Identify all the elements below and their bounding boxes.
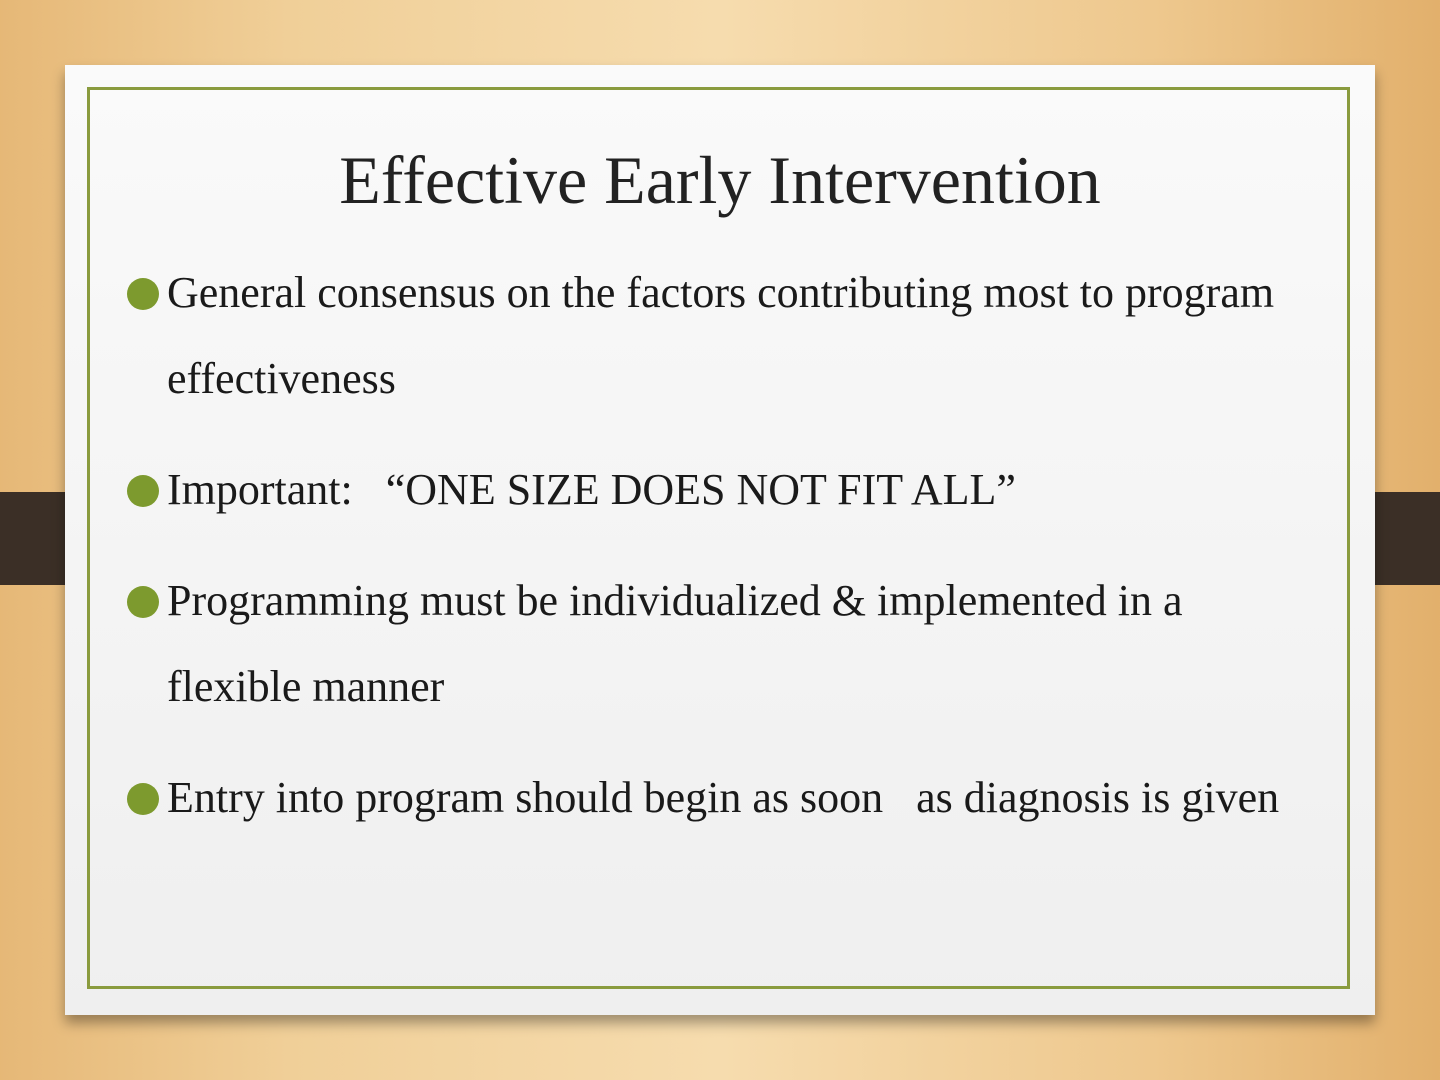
- bullet-text: Important: “ONE SIZE DOES NOT FIT ALL”: [167, 465, 1016, 514]
- bullet-dot: [127, 783, 159, 815]
- bullet-item: Important: “ONE SIZE DOES NOT FIT ALL”: [127, 447, 1292, 533]
- slide-title: Effective Early Intervention: [339, 142, 1101, 218]
- bullet-list: General consensus on the factors contrib…: [127, 250, 1292, 866]
- frame: [87, 87, 1350, 989]
- bullet-text: General consensus on the factors contrib…: [167, 268, 1286, 403]
- slide-card: Effective Early Intervention General con…: [65, 65, 1375, 1015]
- bullet-text: Programming must be individualized & imp…: [167, 576, 1194, 711]
- bullet-item: Entry into program should begin as soon …: [127, 755, 1292, 841]
- bullet-dot: [127, 586, 159, 618]
- bullet-text: Entry into program should begin as soon …: [167, 773, 1280, 822]
- bullet-item: General consensus on the factors contrib…: [127, 250, 1292, 422]
- bullet-dot: [127, 278, 159, 310]
- bullet-dot: [127, 475, 159, 507]
- bullet-item: Programming must be individualized & imp…: [127, 558, 1292, 730]
